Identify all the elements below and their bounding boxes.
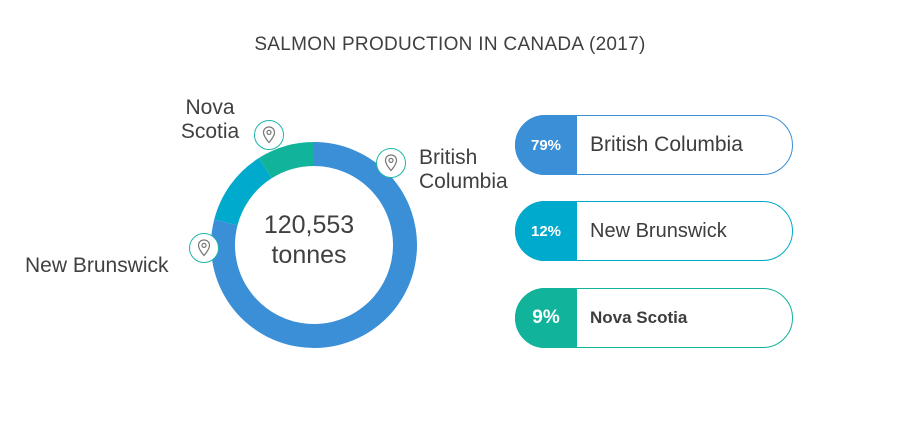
callout-new-brunswick: New Brunswick (25, 254, 169, 277)
callout-british-columbia: British Columbia (419, 146, 508, 194)
chart-title: SALMON PRODUCTION IN CANADA (2017) (254, 34, 646, 55)
donut-segment-nova-scotia (258, 142, 315, 179)
donut-center-label: 120,553 tonnes (214, 210, 404, 270)
legend-label: Nova Scotia (590, 308, 688, 327)
legend-percent: 79% (515, 115, 577, 175)
callout-nova-scotia-line2: Scotia (180, 120, 240, 143)
total-value: 120,553 (263, 211, 355, 239)
map-pin-icon (376, 148, 406, 178)
donut-segment-new-brunswick (214, 158, 273, 226)
legend-label: New Brunswick (590, 219, 727, 242)
legend-item-new-brunswick: 12% New Brunswick (515, 201, 793, 261)
map-pin-icon (189, 233, 219, 263)
callout-nova-scotia: Nova Scotia (178, 96, 242, 144)
legend-label: British Columbia (590, 133, 743, 156)
callout-british-columbia-line1: British (419, 146, 478, 169)
total-unit: tonnes (271, 241, 347, 269)
legend-percent: 12% (515, 201, 577, 261)
donut-segment-british-columbia (211, 142, 417, 348)
legend-item-nova-scotia: 9% Nova Scotia (515, 288, 793, 348)
legend-percent: 9% (515, 288, 577, 348)
callout-british-columbia-line2: Columbia (419, 170, 508, 193)
legend-item-british-columbia: 79% British Columbia (515, 115, 793, 175)
map-pin-icon (254, 120, 284, 150)
callout-nova-scotia-line1: Nova (185, 96, 235, 119)
